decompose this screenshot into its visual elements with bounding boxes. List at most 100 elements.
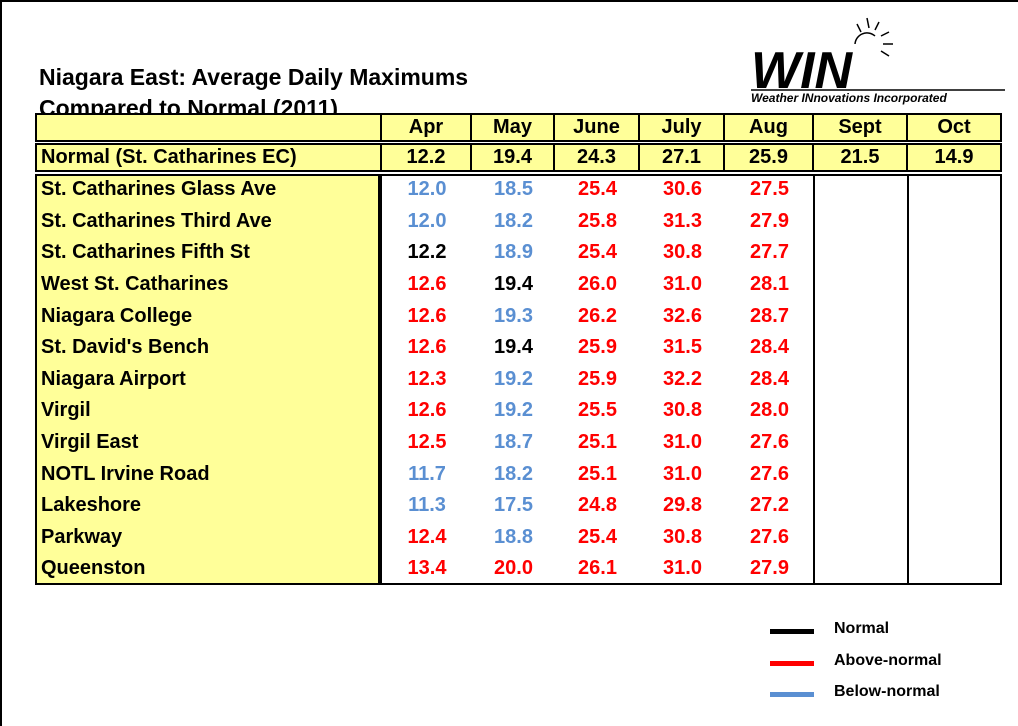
header-cell (35, 113, 382, 142)
normal-value: 27.1 (640, 143, 725, 172)
station-value: 25.9 (578, 336, 617, 359)
station-value: 12.2 (407, 241, 447, 264)
station-value: 25.5 (578, 399, 617, 422)
station-value: 25.4 (578, 241, 617, 264)
logo-tagline: Weather INnovations Incorporated (751, 91, 947, 105)
station-value: 31.3 (663, 209, 702, 232)
station-value: 18.5 (494, 178, 533, 201)
month-header: June (555, 113, 640, 142)
station-value: 13.4 (407, 557, 447, 580)
station-value: 27.6 (750, 525, 789, 548)
station-value: 12.6 (407, 273, 447, 296)
station-value: 28.4 (750, 367, 789, 390)
station-value: 27.9 (750, 557, 789, 580)
station-value: 18.9 (494, 241, 533, 264)
column-line (907, 174, 909, 585)
station-value: 26.0 (578, 273, 617, 296)
station-value: 19.3 (494, 304, 533, 327)
legend-swatch (770, 629, 814, 634)
logo: WIN Weather INnovations Incorporated (751, 17, 1005, 105)
station-value: 29.8 (663, 494, 702, 517)
station-value: 28.1 (750, 273, 789, 296)
station-value: 12.3 (407, 367, 447, 390)
station-value: 27.9 (750, 209, 789, 232)
station-value: 31.0 (663, 462, 702, 485)
station-value: 12.6 (407, 304, 447, 327)
station-value: 25.4 (578, 178, 617, 201)
normal-value: 24.3 (555, 143, 640, 172)
column-line (813, 174, 815, 585)
station-value: 12.6 (407, 336, 447, 359)
station-value: 30.8 (663, 525, 702, 548)
station-value: 31.0 (663, 273, 702, 296)
station-value: 12.5 (407, 431, 447, 454)
station-value: 19.4 (494, 336, 533, 359)
station-value: 12.0 (407, 178, 447, 201)
legend-label: Above-normal (834, 651, 942, 669)
title-line: Niagara East: Average Daily Maximums (39, 64, 469, 90)
station-name: Virgil East (41, 431, 139, 454)
station-value: 27.6 (750, 462, 789, 485)
station-value: 31.0 (663, 557, 702, 580)
station-value: 27.7 (750, 241, 789, 264)
station-value: 25.8 (578, 209, 617, 232)
legend-label: Below-normal (834, 683, 940, 700)
month-header: Aug (725, 113, 814, 142)
station-value: 25.1 (578, 462, 617, 485)
station-value: 18.2 (494, 209, 533, 232)
station-name: St. Catharines Third Ave (41, 209, 272, 232)
station-value: 32.6 (663, 304, 702, 327)
station-value: 31.0 (663, 431, 702, 454)
station-value: 26.1 (578, 557, 617, 580)
month-header: Sept (814, 113, 908, 142)
month-header: May (472, 113, 555, 142)
station-name: West St. Catharines (41, 273, 229, 296)
month-header: July (640, 113, 725, 142)
station-value: 28.0 (750, 399, 789, 422)
station-name: Niagara Airport (41, 367, 186, 390)
station-value: 26.2 (578, 304, 617, 327)
station-value: 30.6 (663, 178, 702, 201)
station-name: Virgil (41, 399, 91, 422)
station-name: Queenston (41, 557, 146, 580)
normal-value: 19.4 (472, 143, 555, 172)
station-value: 28.4 (750, 336, 789, 359)
station-value: 19.2 (494, 399, 533, 422)
station-value: 30.8 (663, 241, 702, 264)
station-value: 30.8 (663, 399, 702, 422)
station-value: 19.4 (494, 273, 533, 296)
station-value: 19.2 (494, 367, 533, 390)
station-value: 25.4 (578, 525, 617, 548)
station-name: Parkway (41, 525, 123, 548)
station-value: 11.3 (408, 494, 446, 517)
normal-value: 21.5 (814, 143, 908, 172)
legend-swatch (770, 660, 814, 666)
station-value: 24.8 (578, 494, 617, 517)
station-value: 32.2 (663, 367, 702, 390)
legend-label: Normal (834, 620, 890, 637)
station-name: St. Catharines Glass Ave (41, 178, 277, 201)
normal-value: 14.9 (908, 143, 1002, 172)
normal-value: 12.2 (382, 143, 472, 172)
station-name: St. Catharines Fifth St (41, 241, 250, 264)
label-column (35, 174, 382, 585)
station-value: 18.2 (494, 462, 533, 485)
station-name: NOTL Irvine Road (41, 462, 210, 485)
station-value: 12.4 (407, 525, 447, 548)
station-value: 20.0 (494, 557, 533, 580)
station-value: 27.6 (750, 431, 789, 454)
station-value: 17.5 (494, 494, 533, 517)
station-value: 27.2 (750, 494, 789, 517)
station-value: 25.9 (578, 367, 617, 390)
month-header: Oct (908, 113, 1002, 142)
station-value: 28.7 (750, 304, 789, 327)
station-name: Niagara College (41, 304, 193, 327)
normal-value: 25.9 (725, 143, 814, 172)
month-header: Apr (382, 113, 472, 142)
station-value: 27.5 (750, 178, 789, 201)
station-value: 11.7 (408, 462, 446, 485)
station-name: Lakeshore (41, 494, 142, 517)
station-name: St. David's Bench (41, 336, 210, 359)
legend-swatch (770, 692, 814, 697)
